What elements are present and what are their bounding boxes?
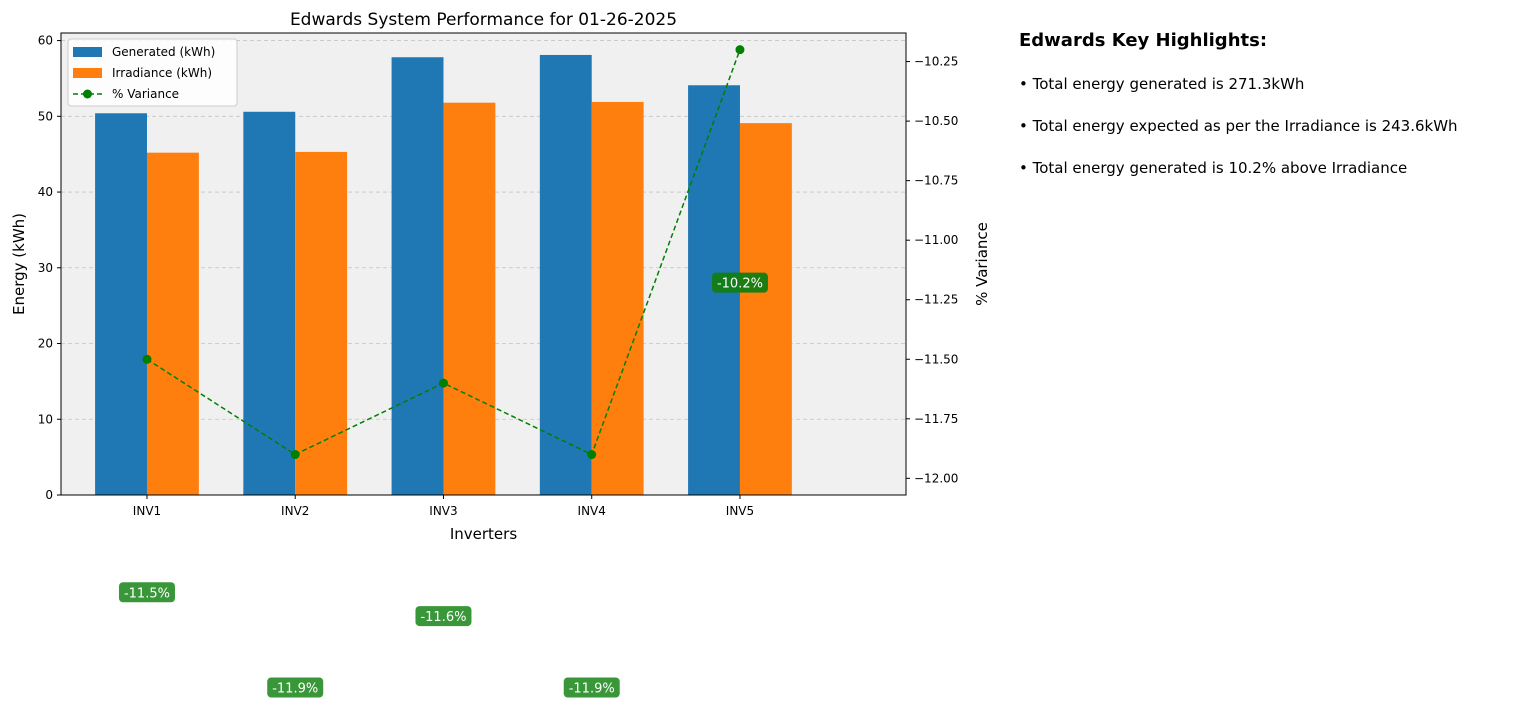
y2-tick-label: −11.75 xyxy=(914,412,958,426)
y2-tick-label: −12.00 xyxy=(914,471,958,485)
variance-point-inv5 xyxy=(735,45,745,55)
legend-marker-variance xyxy=(83,89,92,99)
chart-title: Edwards System Performance for 01-26-202… xyxy=(290,10,677,30)
y-axis-label: Energy (kWh) xyxy=(10,213,28,315)
x-axis-label: Inverters xyxy=(450,525,517,543)
x-tick-label-inv2: INV2 xyxy=(281,504,309,518)
y-tick-label: 60 xyxy=(38,34,53,48)
plot-frame xyxy=(60,32,907,496)
variance-label-inv3: -11.6% xyxy=(420,610,466,625)
legend-label-variance: % Variance xyxy=(112,87,179,101)
variance-label-box-inv3 xyxy=(415,606,472,627)
variance-label-box-inv5 xyxy=(711,272,768,293)
y2-tick-label: −11.50 xyxy=(914,352,958,366)
y-tick-label: 40 xyxy=(38,185,53,199)
y2-tick-label: −10.25 xyxy=(914,55,958,69)
variance-label-inv1: -11.5% xyxy=(124,586,170,601)
x-tick-label-inv4: INV4 xyxy=(578,504,606,518)
legend-swatch-irradiance xyxy=(73,68,102,78)
highlights-title: Edwards Key Highlights: xyxy=(1019,30,1268,51)
bar-generated-inv3 xyxy=(391,57,444,496)
x-tick-label-inv3: INV3 xyxy=(429,504,457,518)
bar-generated-inv1 xyxy=(95,113,147,495)
variance-label-inv5: -10.2% xyxy=(717,277,763,292)
y2-axis-label: % Variance xyxy=(973,222,991,306)
bar-irradiance-inv5 xyxy=(739,123,792,495)
y2-tick-label: −11.25 xyxy=(914,293,958,307)
y-tick-label: 10 xyxy=(38,412,53,426)
highlight-total-expected: • Total energy expected as per the Irrad… xyxy=(1019,117,1458,135)
y2-tick-label: −10.75 xyxy=(914,174,958,188)
bar-generated-inv4 xyxy=(539,54,592,496)
x-tick-label-inv1: INV1 xyxy=(133,504,161,518)
variance-point-inv1 xyxy=(142,354,152,364)
variance-point-inv3 xyxy=(438,378,448,388)
highlight-variance-summary: • Total energy generated is 10.2% above … xyxy=(1019,159,1408,177)
variance-label-inv2: -11.9% xyxy=(272,682,318,697)
y-tick-label: 20 xyxy=(38,337,53,351)
variance-label-box-inv1 xyxy=(118,582,175,603)
variance-point-inv2 xyxy=(290,450,300,460)
bar-generated-inv2 xyxy=(243,111,296,495)
key-highlights-panel: Edwards Key Highlights: • Total energy g… xyxy=(1019,30,1509,201)
highlight-total-generated: • Total energy generated is 271.3kWh xyxy=(1019,75,1305,93)
legend xyxy=(67,38,238,107)
variance-label-inv4: -11.9% xyxy=(569,682,615,697)
y-tick-label: 0 xyxy=(45,488,53,502)
y2-tick-label: −11.00 xyxy=(914,233,958,247)
legend-swatch-generated xyxy=(73,47,102,57)
variance-label-box-inv2 xyxy=(267,677,324,698)
bar-irradiance-inv2 xyxy=(295,151,348,495)
bar-irradiance-inv3 xyxy=(443,102,496,496)
y-tick-label: 30 xyxy=(38,261,53,275)
variance-label-box-inv4 xyxy=(563,677,620,698)
y-tick-label: 50 xyxy=(38,109,53,123)
bar-irradiance-inv1 xyxy=(146,152,199,495)
variance-point-inv4 xyxy=(587,450,597,460)
legend-label-generated: Generated (kWh) xyxy=(112,45,215,59)
x-tick-label-inv5: INV5 xyxy=(726,504,754,518)
legend-label-irradiance: Irradiance (kWh) xyxy=(112,66,212,80)
bar-irradiance-inv4 xyxy=(591,101,644,495)
y2-tick-label: −10.50 xyxy=(914,114,958,128)
